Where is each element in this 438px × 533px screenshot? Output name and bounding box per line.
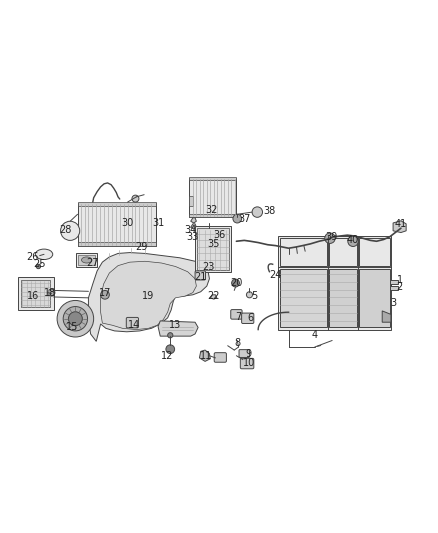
Bar [195,226,231,272]
Circle shape [325,233,335,244]
Text: 37: 37 [238,214,251,224]
Text: 27: 27 [87,258,99,268]
Circle shape [132,195,139,202]
Circle shape [60,221,80,240]
FancyBboxPatch shape [195,271,205,280]
Bar [280,238,327,265]
Circle shape [252,207,262,217]
Circle shape [36,264,41,269]
Circle shape [68,312,82,326]
Text: 11: 11 [200,351,212,361]
Text: 1: 1 [396,276,403,286]
FancyBboxPatch shape [240,358,254,369]
Polygon shape [101,261,196,329]
Text: 5: 5 [251,290,258,301]
Text: 14: 14 [128,320,140,330]
Circle shape [48,289,55,296]
Ellipse shape [81,257,92,263]
Polygon shape [191,224,196,229]
Circle shape [166,345,175,353]
Polygon shape [201,232,208,237]
Bar [189,214,237,217]
Text: 31: 31 [152,218,164,228]
Bar [359,269,390,327]
Text: 8: 8 [235,338,241,348]
Text: 20: 20 [230,278,243,288]
Text: 13: 13 [169,320,181,330]
Text: 36: 36 [213,230,225,240]
Bar [359,238,390,265]
Circle shape [348,236,358,246]
Bar [78,202,156,206]
Text: 39: 39 [325,232,337,242]
Text: 17: 17 [99,288,111,298]
FancyBboxPatch shape [239,350,250,358]
Text: 41: 41 [395,219,407,229]
Text: 18: 18 [44,288,56,298]
Polygon shape [382,311,391,322]
Text: 38: 38 [263,206,275,216]
Text: 3: 3 [390,298,396,309]
Polygon shape [88,253,209,341]
Text: 29: 29 [135,242,148,252]
Text: 28: 28 [60,224,72,235]
Bar [76,254,97,266]
FancyBboxPatch shape [214,353,226,362]
Bar [78,255,95,265]
Bar [18,277,53,310]
Polygon shape [199,350,210,361]
Ellipse shape [35,249,53,260]
Text: 10: 10 [244,358,256,368]
Polygon shape [210,295,217,299]
Circle shape [168,333,173,338]
Text: 15: 15 [66,321,78,332]
Bar [328,269,357,327]
Text: 22: 22 [208,291,220,301]
FancyBboxPatch shape [231,310,242,319]
Text: 33: 33 [186,232,198,242]
Circle shape [247,292,253,298]
Text: 35: 35 [207,239,219,249]
Circle shape [233,214,242,223]
Bar [189,178,237,217]
Bar [189,177,237,180]
Text: 30: 30 [121,218,134,228]
Text: 9: 9 [246,349,252,359]
FancyBboxPatch shape [242,313,254,324]
Text: 40: 40 [347,236,359,245]
Text: 25: 25 [33,260,46,269]
Bar [78,242,156,246]
Polygon shape [191,218,196,223]
Text: 12: 12 [161,351,173,361]
Polygon shape [158,321,198,336]
Bar [390,279,398,284]
Text: 6: 6 [247,313,254,323]
Text: 2: 2 [396,282,403,293]
Bar [189,196,193,206]
Text: 26: 26 [27,252,39,262]
Text: 16: 16 [27,290,39,301]
Circle shape [57,301,94,337]
Circle shape [101,290,110,299]
Circle shape [63,306,88,331]
Text: 19: 19 [142,291,155,301]
Bar [197,228,229,270]
Bar [78,203,156,246]
Polygon shape [393,221,406,232]
Text: 32: 32 [205,205,218,215]
Text: 34: 34 [184,224,197,235]
Text: 21: 21 [194,272,207,282]
Bar [328,238,357,265]
Circle shape [206,228,212,234]
Bar [21,280,50,308]
Circle shape [232,279,240,287]
FancyBboxPatch shape [126,318,138,328]
Text: 4: 4 [312,330,318,340]
Polygon shape [278,236,391,329]
Text: 7: 7 [236,312,242,321]
Text: 23: 23 [202,262,214,271]
Bar [280,269,327,327]
Bar [390,286,398,290]
Text: 24: 24 [269,270,282,280]
